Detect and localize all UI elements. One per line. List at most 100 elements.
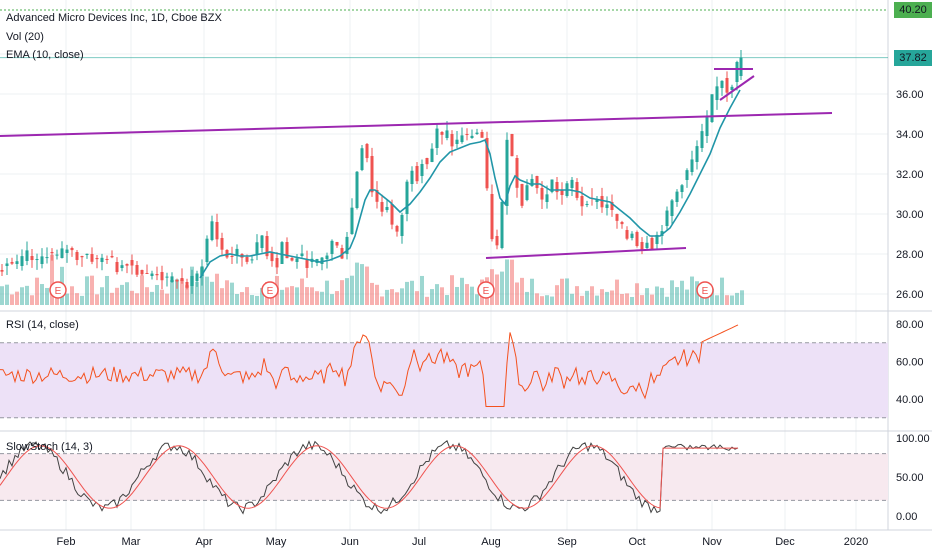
volume-bars <box>0 254 744 305</box>
candle-body <box>215 222 219 240</box>
volume-bar <box>55 295 59 305</box>
time-tick-label: May <box>266 536 287 548</box>
candle-body <box>145 273 149 274</box>
candle-body <box>715 86 719 100</box>
volume-bar <box>120 284 124 305</box>
volume-bar <box>415 291 419 305</box>
candle-body <box>25 250 29 261</box>
stoch-tick-label: 50.00 <box>896 472 924 484</box>
candle-body <box>415 166 419 182</box>
volume-bar <box>320 291 324 305</box>
candle-body <box>455 139 459 144</box>
top-level-price-tag: 40.20 <box>894 2 932 18</box>
candle-body <box>500 201 504 248</box>
volume-bar <box>375 284 379 305</box>
candle-body <box>35 259 39 261</box>
volume-bar <box>670 280 674 305</box>
candle-body <box>390 204 394 225</box>
candle-body <box>440 132 444 135</box>
candle-body <box>650 238 654 250</box>
volume-bar <box>150 291 154 305</box>
volume-bar <box>445 295 449 305</box>
ema-legend[interactable]: EMA (10, close) <box>6 49 84 61</box>
candle-body <box>365 144 369 159</box>
earnings-marker-label: E <box>702 286 709 297</box>
candle-body <box>530 178 534 186</box>
volume-bar <box>15 291 19 305</box>
volume-bar <box>495 274 499 305</box>
volume-bar <box>355 262 359 305</box>
candle-body <box>135 265 139 275</box>
candle-body <box>600 196 604 208</box>
volume-bar <box>315 291 319 305</box>
volume-bar <box>550 296 554 305</box>
volume-bar <box>740 290 744 305</box>
volume-bar <box>530 278 534 305</box>
candle-body <box>325 255 329 259</box>
ema-line <box>199 89 741 279</box>
candle-body <box>545 194 549 202</box>
earnings-marker-circle <box>696 281 714 299</box>
candle-body <box>695 146 699 162</box>
volume-bar <box>5 284 9 305</box>
volume-bar <box>730 295 734 305</box>
candle-body <box>245 257 249 262</box>
candle-body <box>90 254 94 262</box>
candle-body <box>535 176 539 189</box>
volume-legend[interactable]: Vol (20) <box>6 31 44 43</box>
candle-body <box>260 235 264 248</box>
volume-bar <box>240 292 244 305</box>
volume-bar <box>40 284 44 305</box>
volume-bar <box>10 294 14 305</box>
volume-bar <box>645 288 649 305</box>
volume-bar <box>230 282 234 305</box>
rsi-legend[interactable]: RSI (14, close) <box>6 319 79 331</box>
volume-bar <box>280 289 284 305</box>
volume-bar <box>85 276 89 305</box>
candle-body <box>420 163 424 176</box>
candle-body <box>140 270 144 275</box>
volume-bar <box>575 286 579 305</box>
earnings-marker-circle <box>477 281 495 299</box>
time-tick-label: 2020 <box>844 536 868 548</box>
candle-body <box>130 260 134 266</box>
candle-body <box>400 214 404 236</box>
candle-body <box>585 203 589 205</box>
candle-body <box>195 273 199 281</box>
earnings-marker: E <box>261 281 279 299</box>
candle-body <box>45 257 49 259</box>
volume-bar <box>440 287 444 305</box>
stoch-legend[interactable]: SlowStoch (14, 3) <box>6 441 93 453</box>
volume-bar <box>620 293 624 305</box>
price-tick-label: 32.00 <box>896 169 924 181</box>
symbol-title[interactable]: Advanced Micro Devices Inc, 1D, Cboe BZX <box>6 12 222 24</box>
volume-bar <box>390 289 394 305</box>
candle-body <box>65 249 69 253</box>
volume-bar <box>70 286 74 305</box>
candle-body <box>0 270 4 272</box>
volume-bar <box>335 291 339 305</box>
volume-bar <box>330 294 334 305</box>
time-tick-label: Feb <box>57 536 76 548</box>
candle-body <box>175 280 179 282</box>
candle-body <box>445 130 449 138</box>
volume-bar <box>660 287 664 305</box>
volume-bar <box>115 287 119 305</box>
volume-bar <box>690 276 694 305</box>
volume-bar <box>685 289 689 305</box>
volume-bar <box>500 271 504 305</box>
volume-bar <box>195 281 199 305</box>
candle-body <box>690 159 694 172</box>
volume-bar <box>450 275 454 305</box>
candle-body <box>350 207 354 234</box>
volume-bar <box>135 293 139 305</box>
volume-bar <box>260 287 264 305</box>
volume-bar <box>600 289 604 305</box>
candle-body <box>510 134 514 157</box>
time-tick-label: Mar <box>122 536 141 548</box>
volume-bar <box>590 286 594 305</box>
candle-body <box>20 256 24 266</box>
volume-bar <box>105 275 109 305</box>
stoch-tick-label: 100.00 <box>896 433 930 445</box>
